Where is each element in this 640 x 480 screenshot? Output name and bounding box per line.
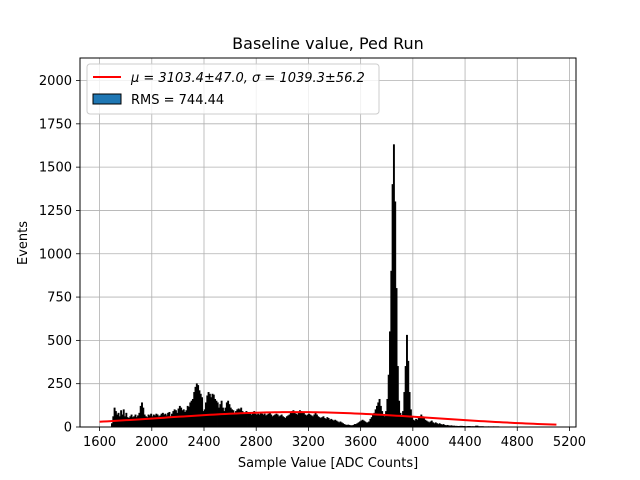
legend-fit-label: μ = 3103.4±47.0, σ = 1039.3±56.2 [130, 71, 365, 86]
x-ticks: 1600 2000 2400 2800 3200 3600 4000 4400 4800 5200 [83, 427, 586, 450]
x-tick-label: 1600 [83, 435, 116, 450]
y-tick-label: 1000 [39, 247, 72, 262]
x-tick-label: 4400 [449, 435, 482, 450]
chart-title: Baseline value, Ped Run [232, 34, 424, 53]
x-axis-label: Sample Value [ADC Counts] [238, 456, 418, 471]
legend-fit-sigma: σ = 1039.3±56.2 [252, 71, 365, 86]
legend-hist-label: RMS = 744.44 [131, 93, 224, 108]
y-tick-label: 0 [64, 421, 72, 436]
x-tick-label: 2400 [187, 435, 220, 450]
y-axis-label: Events [16, 221, 31, 265]
y-tick-label: 1750 [39, 117, 72, 132]
plot-frame [79, 57, 577, 428]
fit-curve [99, 411, 557, 426]
x-tick-label: 3200 [292, 435, 325, 450]
legend-hist-swatch [92, 93, 122, 105]
x-tick-label: 2000 [135, 435, 168, 450]
y-ticks: 0 250 500 750 1000 1250 1500 1750 2000 [39, 74, 80, 436]
x-tick-label: 3600 [344, 435, 377, 450]
x-tick-label: 4800 [501, 435, 534, 450]
x-tick-label: 5200 [553, 435, 586, 450]
x-tick-label: 2800 [240, 435, 273, 450]
x-tick-label: 4000 [396, 435, 429, 450]
y-tick-label: 1500 [39, 161, 72, 176]
y-tick-label: 750 [47, 291, 72, 306]
y-tick-label: 250 [47, 377, 72, 392]
legend-fit-mu: μ = 3103.4±47.0, [130, 71, 252, 86]
y-tick-label: 500 [47, 334, 72, 349]
y-tick-label: 2000 [39, 74, 72, 89]
legend-box [86, 63, 380, 115]
y-tick-label: 1250 [39, 204, 72, 219]
legend: μ = 3103.4±47.0, σ = 1039.3±56.2 RMS = 7… [86, 63, 380, 115]
